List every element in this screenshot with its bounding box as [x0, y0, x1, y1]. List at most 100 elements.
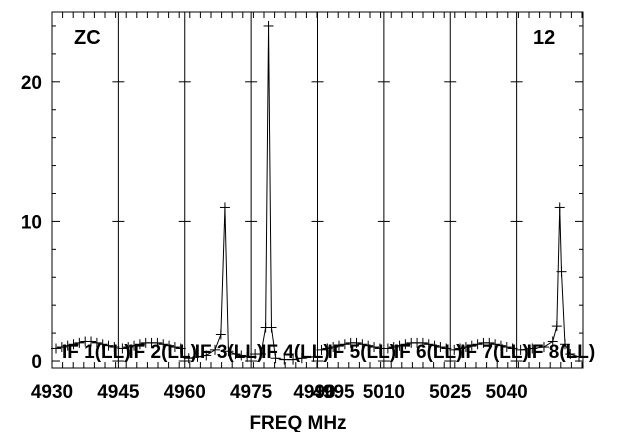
if-label: IF 6(LL) — [394, 342, 463, 363]
corner-label-left: ZC — [74, 27, 101, 49]
data-point — [328, 342, 339, 353]
data-point — [68, 339, 79, 350]
y-tick-label: 10 — [21, 212, 42, 233]
series-line — [188, 207, 248, 359]
data-point — [369, 342, 380, 353]
corner-label-right: 12 — [533, 27, 555, 49]
if-label: IF 4(LL) — [261, 342, 330, 363]
y-tick-labels: 0 10 20 — [21, 73, 42, 373]
data-point — [51, 343, 61, 354]
data-point — [417, 337, 428, 348]
data-point — [382, 343, 393, 354]
data-point — [134, 339, 145, 350]
x-tick-label: 4975 — [230, 382, 273, 403]
data-point — [334, 340, 345, 351]
data-point — [164, 340, 175, 351]
data-point — [388, 342, 399, 353]
spectra-series — [51, 20, 584, 365]
x-tick-label: 5025 — [429, 382, 472, 403]
y-tick-label: 20 — [21, 73, 42, 94]
data-point — [565, 349, 576, 360]
data-point — [279, 354, 290, 365]
series-line — [255, 25, 314, 361]
if-label: IF 2(LL) — [128, 342, 197, 363]
data-point — [210, 344, 221, 355]
data-point — [169, 342, 180, 353]
data-point — [441, 343, 452, 354]
data-point — [86, 336, 97, 347]
data-point — [559, 339, 570, 350]
x-tick-label: 4960 — [164, 382, 206, 403]
data-point — [339, 339, 350, 350]
x-tick-label: 4930 — [31, 382, 73, 403]
data-point — [109, 342, 120, 353]
data-point — [230, 349, 241, 360]
data-point — [556, 266, 567, 277]
data-point — [129, 340, 140, 351]
data-point — [551, 321, 562, 332]
data-point — [351, 337, 362, 348]
data-point — [201, 350, 212, 361]
data-point — [62, 340, 73, 351]
data-point — [423, 339, 434, 350]
data-point — [554, 202, 565, 213]
data-point — [123, 342, 134, 353]
data-point — [455, 343, 466, 354]
x-tick-label: 5010 — [363, 382, 405, 403]
data-point — [175, 343, 186, 354]
data-point — [103, 340, 114, 351]
data-point — [466, 340, 477, 351]
data-point — [223, 346, 234, 357]
data-point — [219, 202, 230, 213]
data-point — [242, 351, 253, 362]
data-point — [472, 339, 483, 350]
data-point — [192, 351, 203, 362]
data-point — [316, 344, 327, 355]
data-point — [255, 349, 266, 360]
data-point — [357, 339, 368, 350]
if-label: IF 3(LL) — [195, 342, 264, 363]
data-point — [152, 337, 163, 348]
data-point — [574, 351, 584, 362]
data-point — [515, 344, 526, 355]
data-point — [484, 337, 495, 348]
data-point — [501, 342, 512, 353]
data-point — [215, 329, 226, 340]
data-point — [394, 340, 405, 351]
y-tick-label: 0 — [31, 352, 42, 373]
data-point — [538, 342, 549, 353]
data-point — [296, 353, 307, 364]
data-point — [56, 342, 67, 353]
x-tick-label: 5040 — [485, 382, 527, 403]
x-tick-label: 4945 — [97, 382, 140, 403]
x-tick-label: 4995 — [312, 382, 355, 403]
x-axis-title: FREQ MHz — [249, 413, 346, 432]
data-point — [527, 343, 538, 354]
data-point — [322, 343, 333, 354]
data-point — [270, 353, 281, 364]
if-labels: IF 1(LL)IF 2(LL)IF 3(LL)IF 4(LL)IF 5(LL)… — [62, 342, 595, 363]
data-point — [449, 344, 460, 355]
if-label: IF 7(LL) — [460, 342, 529, 363]
data-point — [429, 340, 440, 351]
data-point — [236, 350, 247, 361]
data-point — [158, 339, 169, 350]
data-point — [460, 342, 471, 353]
x-tick-label: 4990 — [293, 382, 335, 403]
data-point — [91, 337, 102, 348]
data-point — [435, 342, 446, 353]
series-line — [520, 207, 580, 358]
data-point — [263, 20, 274, 31]
data-point — [97, 339, 108, 350]
data-point — [490, 339, 501, 350]
data-point — [288, 354, 299, 365]
data-point — [74, 337, 85, 348]
if-label: IF 1(LL) — [62, 342, 131, 363]
if-label: IF 5(LL) — [328, 342, 397, 363]
if-label: IF 8(LL) — [527, 342, 596, 363]
data-point — [507, 343, 518, 354]
data-point — [400, 339, 411, 350]
data-point — [117, 343, 128, 354]
